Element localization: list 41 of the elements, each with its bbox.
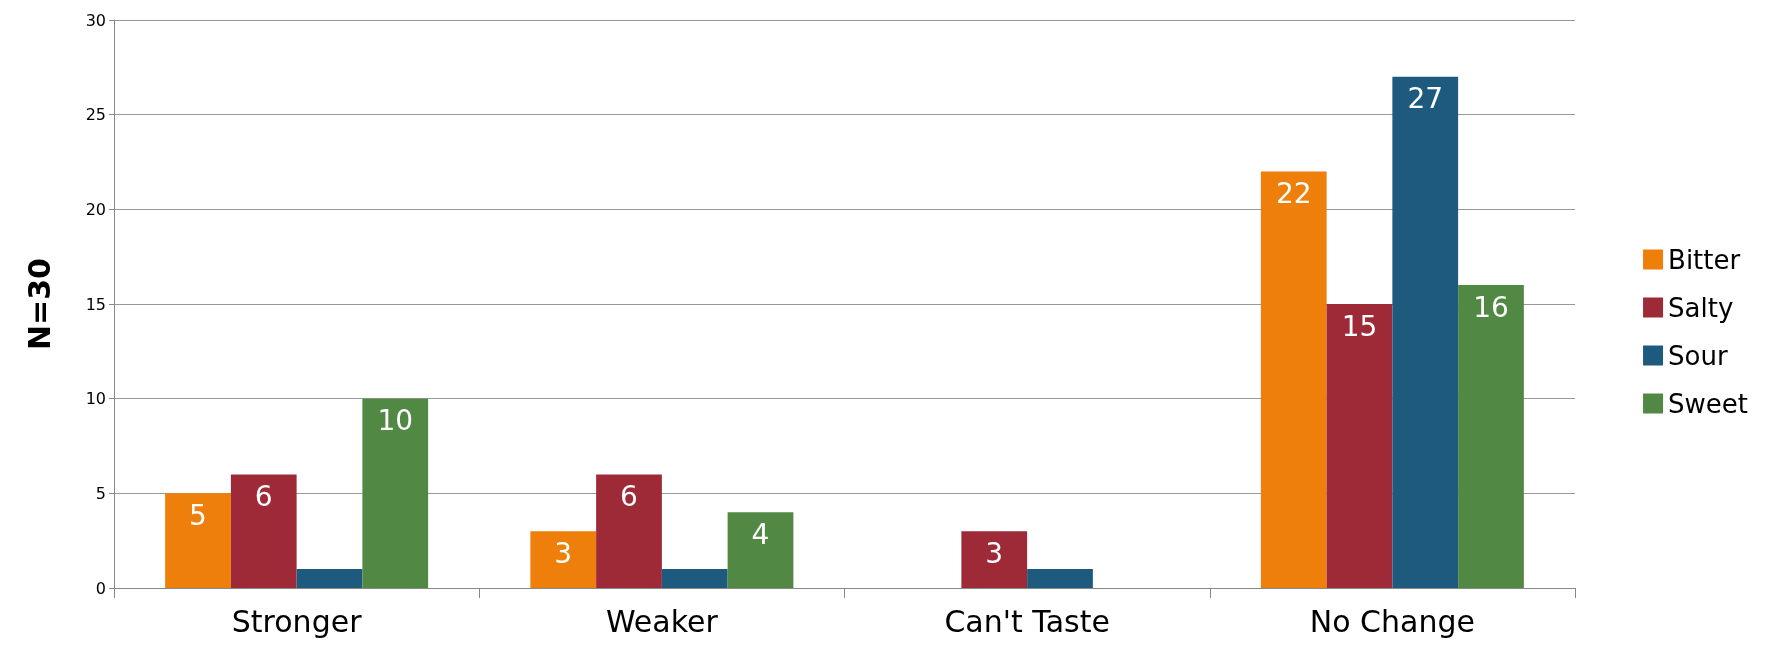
- y-tick-label: 30: [85, 10, 106, 30]
- data-label: 16: [1473, 290, 1509, 324]
- legend-label: Sweet: [1668, 388, 1749, 419]
- bar: [961, 531, 1028, 588]
- y-tick-label: 0: [95, 578, 106, 598]
- y-axis-title: N=30: [21, 258, 57, 350]
- data-label: 3: [985, 536, 1004, 570]
- data-label: 4: [751, 517, 770, 551]
- y-tick-label: 25: [85, 105, 106, 125]
- bar: [296, 569, 363, 588]
- x-tick-label: Can't Taste: [944, 603, 1110, 639]
- x-tick-label: No Change: [1309, 603, 1475, 639]
- bar: [661, 569, 728, 588]
- data-label: 10: [377, 404, 414, 438]
- data-label: 27: [1407, 82, 1444, 116]
- data-label: 5: [189, 498, 207, 532]
- data-label: 22: [1275, 176, 1312, 210]
- bar: [1326, 304, 1393, 588]
- y-tick-label: 10: [85, 389, 106, 409]
- bar: [1027, 569, 1093, 588]
- bar: [727, 512, 794, 588]
- bar: [530, 531, 597, 588]
- x-tick-label: Weaker: [605, 603, 719, 639]
- y-tick-label: 5: [95, 483, 106, 503]
- bar: [230, 474, 297, 588]
- bar: [596, 474, 662, 588]
- data-label: 6: [254, 479, 273, 513]
- data-label: 6: [620, 479, 638, 513]
- legend-label: Sour: [1668, 340, 1728, 371]
- legend-label: Bitter: [1668, 244, 1741, 275]
- bar: [1260, 171, 1327, 588]
- bar: [1458, 285, 1524, 588]
- y-tick-label: 20: [85, 199, 106, 219]
- bar: [165, 493, 231, 588]
- y-tick-label: 15: [85, 294, 106, 314]
- legend-label: Salty: [1668, 292, 1734, 323]
- bar: [362, 398, 429, 588]
- data-label: 3: [554, 536, 573, 570]
- bar: [1392, 76, 1459, 588]
- x-tick-label: Stronger: [231, 603, 363, 639]
- data-label: 15: [1341, 309, 1378, 343]
